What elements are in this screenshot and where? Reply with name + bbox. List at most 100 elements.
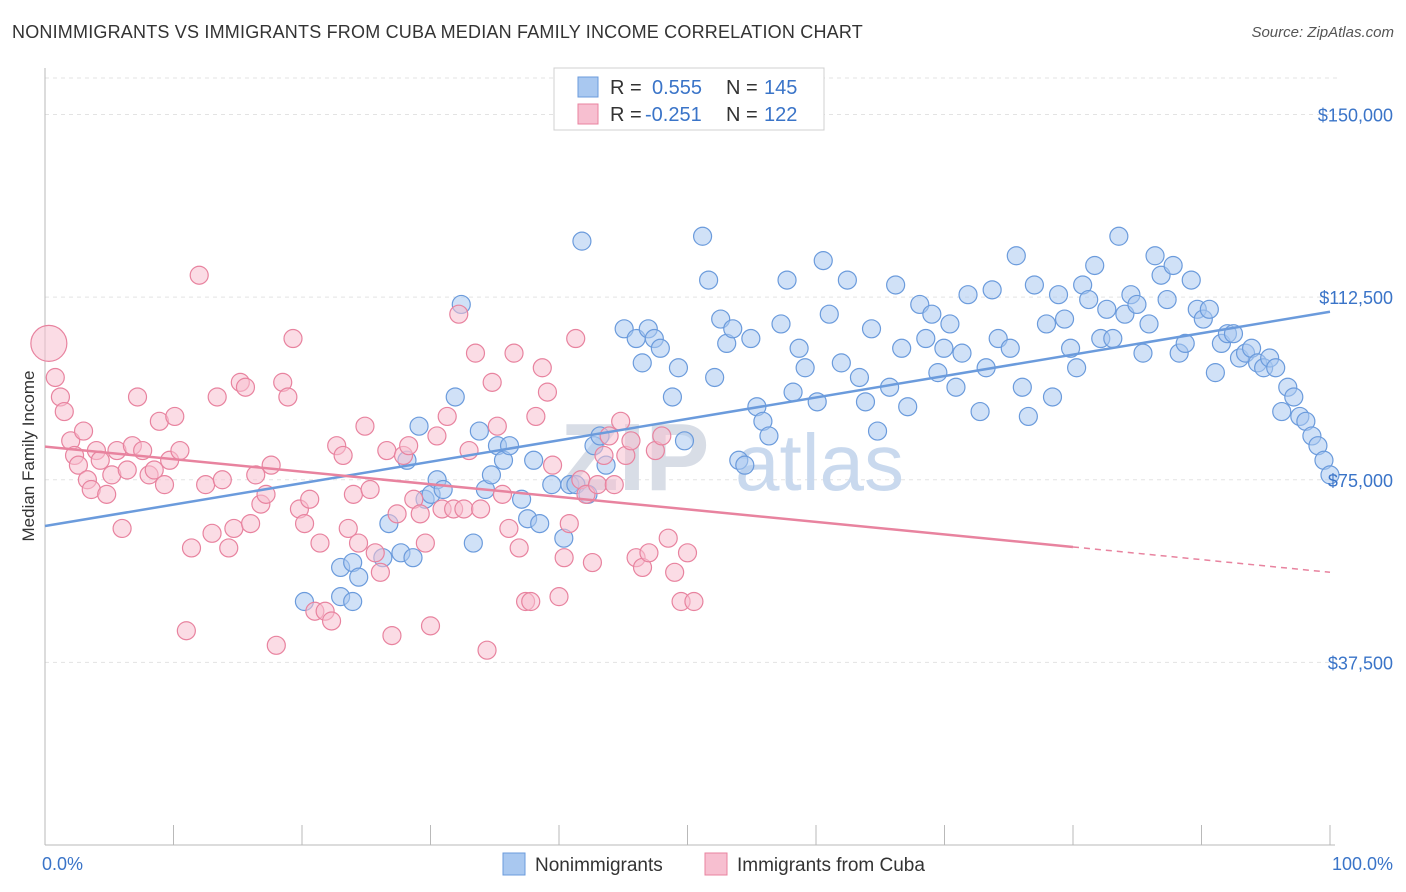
point-0-112: [1139, 314, 1159, 334]
point-1-79: [465, 343, 486, 363]
point-1-113: [658, 528, 678, 548]
point-0-142: [1320, 465, 1340, 485]
point-1-15: [112, 518, 132, 539]
y-tick-label-3: $150,000: [1318, 106, 1393, 126]
point-0-98: [1054, 309, 1075, 329]
series-legend: Nonimmigrants Immigrants from Cuba: [502, 852, 925, 876]
point-1-100: [582, 552, 603, 573]
point-1-93: [542, 455, 563, 475]
legend-swatch-nonimmigrants: [577, 76, 599, 98]
point-1-42: [261, 455, 281, 475]
bottom-legend-label-cuba: Immigrants from Cuba: [737, 855, 925, 876]
point-1-18: [127, 387, 148, 407]
point-1-94: [549, 587, 569, 607]
bottom-legend-swatch-cuba: [704, 852, 728, 876]
point-1-97: [566, 328, 586, 349]
y-tick-label-1: $75,000: [1328, 471, 1393, 491]
point-0-72: [867, 421, 888, 441]
point-1-53: [321, 611, 342, 631]
point-1-82: [482, 372, 502, 392]
legend-n-value-1: 145: [764, 77, 797, 99]
point-1-70: [415, 533, 435, 553]
point-0-61: [783, 382, 803, 402]
point-0-78: [916, 328, 936, 349]
x-tick-label-1: 100.0%: [1332, 854, 1393, 874]
point-0-134: [1272, 401, 1292, 422]
point-0-44: [662, 387, 683, 407]
point-1-86: [504, 343, 524, 363]
point-0-81: [934, 338, 954, 358]
point-0-110: [1127, 294, 1147, 315]
point-1-58: [348, 533, 369, 553]
point-1-117: [684, 591, 704, 612]
legend-n-value-2: 122: [764, 104, 797, 126]
point-1-35: [224, 518, 244, 539]
point-1-48: [294, 513, 315, 534]
point-0-84: [952, 343, 972, 363]
bottom-legend-swatch-nonimmigrants: [502, 852, 526, 876]
point-1-60: [360, 479, 380, 500]
point-0-5: [349, 567, 369, 587]
point-1-87: [509, 538, 529, 558]
trend-line-dashed-1: [1072, 546, 1331, 574]
stats-legend-box: [553, 67, 825, 131]
point-0-76: [898, 397, 918, 417]
point-0-99: [1060, 338, 1081, 358]
point-0-27: [524, 450, 544, 470]
point-0-88: [982, 280, 1002, 300]
point-1-59: [355, 416, 375, 436]
point-0-40: [632, 353, 652, 373]
trend-line-0: [44, 310, 1331, 528]
point-0-100: [1067, 358, 1087, 378]
point-0-28: [530, 513, 550, 534]
point-1-102: [594, 445, 614, 466]
point-1-95: [554, 548, 574, 568]
point-0-68: [837, 270, 857, 290]
point-1-31: [202, 523, 222, 543]
y-tick-labels: $37,500 $75,000 $112,500 $150,000: [1318, 106, 1393, 674]
x-tick-label-0: 0.0%: [42, 854, 83, 874]
point-1-43: [266, 635, 286, 655]
series-1-points: [30, 265, 704, 660]
point-1-37: [235, 377, 256, 397]
point-0-29: [542, 475, 562, 495]
point-0-118: [1175, 333, 1195, 354]
point-0-113: [1145, 246, 1165, 266]
point-1-33: [212, 470, 232, 490]
point-0-46: [674, 431, 695, 451]
point-1-89: [521, 591, 541, 612]
point-1-34: [219, 538, 239, 558]
point-1-16: [117, 460, 137, 480]
point-0-105: [1097, 299, 1117, 319]
legend-r-label-2: R =: [610, 104, 642, 126]
point-0-19: [469, 421, 489, 441]
y-axis-title: Median Family Income: [19, 370, 38, 541]
point-1-74: [437, 406, 457, 427]
legend-n-label-2: N =: [726, 104, 758, 126]
point-0-65: [813, 251, 833, 271]
point-0-103: [1085, 255, 1105, 276]
chart-source: Source: ZipAtlas.com: [1251, 24, 1394, 41]
legend-r-value-2: -0.251: [645, 104, 702, 126]
point-1-105: [611, 411, 631, 431]
point-0-66: [819, 304, 839, 324]
point-1-63: [377, 440, 397, 461]
point-1-112: [652, 426, 672, 446]
point-0-102: [1079, 289, 1099, 310]
point-0-74: [886, 275, 906, 295]
point-0-97: [1048, 285, 1069, 305]
point-1-3: [54, 401, 74, 422]
point-1-21: [144, 460, 164, 480]
y-tick-label-2: $112,500: [1319, 288, 1393, 308]
point-1-26: [170, 440, 190, 461]
legend-r-value-1: 0.555: [652, 77, 702, 99]
point-0-116: [1163, 255, 1183, 276]
point-1-7: [73, 421, 94, 441]
point-0-133: [1266, 358, 1286, 378]
point-0-123: [1205, 363, 1225, 383]
point-0-49: [705, 367, 725, 388]
point-0-67: [831, 353, 851, 373]
point-1-29: [189, 265, 209, 285]
point-0-95: [1036, 314, 1057, 334]
point-1-30: [196, 475, 216, 495]
